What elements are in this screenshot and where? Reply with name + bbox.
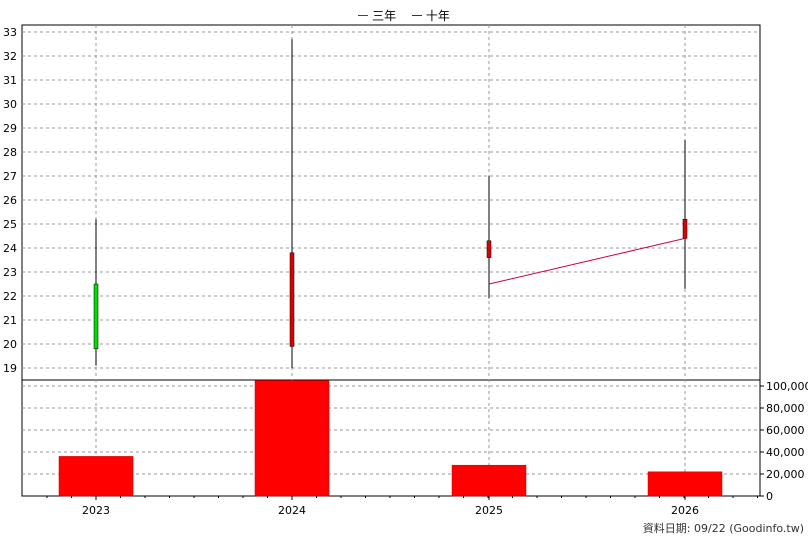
price-tick-label: 24 [3, 242, 17, 255]
price-tick-label: 19 [3, 362, 17, 375]
price-tick-label: 22 [3, 290, 17, 303]
x-tick-label: 2026 [671, 504, 699, 517]
x-tick-label: 2023 [82, 504, 110, 517]
data-date-credit: 資料日期: 09/22 (Goodinfo.tw) [642, 522, 804, 535]
legend-label-three-year: 三年 [372, 9, 397, 23]
volume-tick-label: 20,000 [766, 468, 805, 481]
candle-body [289, 252, 295, 347]
candle-body [682, 218, 688, 239]
price-tick-label: 29 [3, 122, 17, 135]
price-tick-label: 27 [3, 170, 17, 183]
price-tick-label: 30 [3, 98, 17, 111]
chart-legend: 三年 十年 [0, 5, 808, 24]
candle-body [486, 240, 492, 258]
volume-bar [647, 471, 723, 497]
volume-tick-label: 0 [766, 490, 773, 503]
candle-body [93, 283, 99, 350]
x-tick-label: 2024 [278, 504, 306, 517]
volume-bar [58, 456, 134, 497]
price-tick-label: 28 [3, 146, 17, 159]
price-tick-label: 32 [3, 50, 17, 63]
price-tick-label: 31 [3, 74, 17, 87]
volume-tick-label: 80,000 [766, 402, 805, 415]
legend-swatch-three-year [358, 15, 369, 16]
legend-label-ten-year: 十年 [425, 9, 450, 23]
price-tick-label: 23 [3, 266, 17, 279]
series-line [488, 237, 686, 285]
volume-tick-label: 100,000 [766, 380, 808, 393]
x-tick-label: 2025 [475, 504, 503, 517]
price-tick-label: 20 [3, 338, 17, 351]
volume-bar [254, 380, 330, 497]
volume-tick-label: 40,000 [766, 446, 805, 459]
plot-frame [21, 24, 761, 497]
legend-item-three-year: 三年 [358, 7, 396, 24]
price-tick-label: 33 [3, 26, 17, 39]
legend-swatch-ten-year [411, 15, 422, 16]
price-tick-label: 25 [3, 218, 17, 231]
price-tick-label: 26 [3, 194, 17, 207]
volume-bar [451, 464, 527, 497]
volume-tick-label: 60,000 [766, 424, 805, 437]
legend-item-ten-year: 十年 [411, 7, 450, 24]
price-tick-label: 21 [3, 314, 17, 327]
